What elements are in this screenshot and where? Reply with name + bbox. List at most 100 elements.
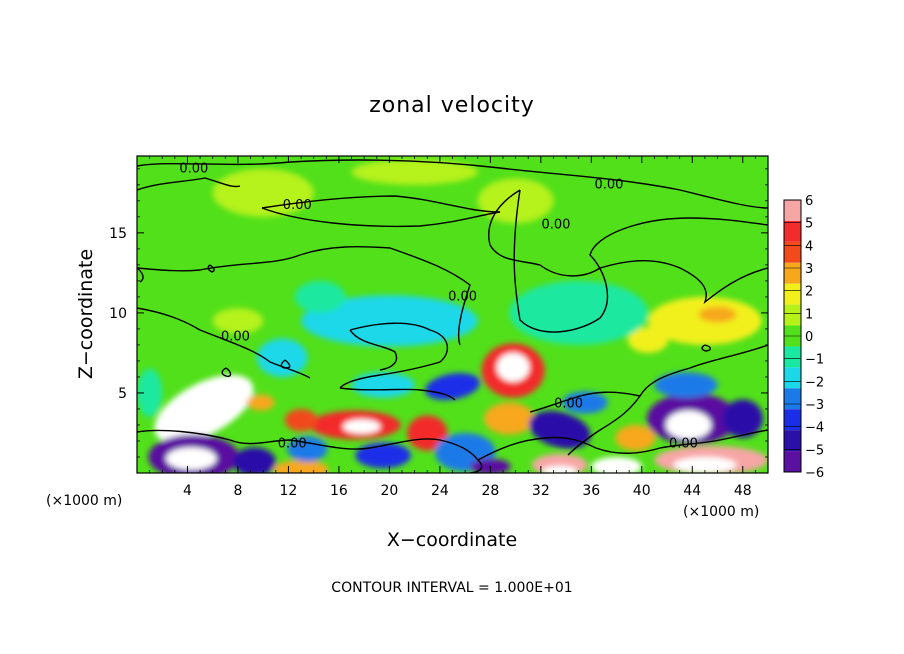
- colorbar-swatch: [784, 367, 801, 389]
- zero-contours: [137, 159, 768, 473]
- colorbar-swatch: [784, 200, 801, 221]
- heatmap-cell: [562, 391, 608, 414]
- x-tick-label: 8: [233, 483, 242, 499]
- heatmap-cell: [407, 415, 448, 451]
- contour-label: 0.00: [179, 161, 208, 176]
- heatmap-cell: [351, 372, 415, 398]
- heatmap-cell: [246, 394, 275, 411]
- x-tick-label: 28: [481, 483, 499, 499]
- contour-line: [339, 322, 449, 389]
- contour-labels: 0.00 0.00 0.00 0.00 0.00 0.00 0.00 0.00 0.00: [179, 161, 698, 451]
- heatmap-cell: [287, 436, 328, 462]
- contour-label: 0.00: [278, 437, 307, 452]
- heatmap-cell: [137, 368, 163, 417]
- contour-label: 0.00: [283, 198, 312, 213]
- y-tick-label: 10: [109, 306, 127, 322]
- heatmap-cell: [181, 393, 235, 428]
- colorbar-label: 1: [805, 307, 813, 322]
- contour-interval-note: CONTOUR INTERVAL = 1.000E+01: [331, 580, 572, 596]
- colorbar-label: −1: [805, 353, 824, 368]
- heatmap-cell: [212, 168, 314, 217]
- x-tick-label: 12: [280, 483, 298, 499]
- heatmap-cell: [294, 280, 346, 313]
- colorbar-swatch: [784, 409, 801, 431]
- x-tick-label: 48: [734, 483, 752, 499]
- x-axis-unit-left: (×1000 m): [46, 493, 122, 509]
- contour-line: [137, 267, 144, 283]
- heatmap-cell: [615, 424, 656, 451]
- heatmap-cell: [273, 460, 329, 473]
- x-axis-ticks: 4 8 12 16 20 24 28 32 36 40 44 48: [149, 156, 756, 499]
- contour-line: [701, 344, 712, 352]
- contour-label: 0.00: [669, 437, 698, 452]
- x-axis-unit-right: (×1000 m): [683, 504, 759, 520]
- heatmap-cell: [284, 408, 318, 432]
- heatmap-cell: [355, 442, 411, 469]
- colorbar-label: 0: [805, 330, 813, 345]
- heatmap-cell: [509, 280, 649, 345]
- heatmap-cell: [542, 465, 578, 473]
- heatmap-cell: [256, 338, 308, 377]
- colorbar-label: −2: [805, 375, 824, 390]
- heatmap-cell: [212, 308, 264, 334]
- contour-line: [137, 246, 471, 346]
- contour-line: [207, 264, 215, 273]
- colorbar-swatch: [784, 283, 801, 305]
- heatmap-cell: [654, 372, 718, 398]
- colorbar-label: 4: [805, 239, 813, 254]
- heatmap-cell: [665, 410, 712, 440]
- colorbar-swatch: [784, 241, 801, 263]
- contour-line: [221, 367, 232, 378]
- contour-line: [137, 177, 241, 191]
- contour-line: [137, 307, 311, 379]
- heatmap-cell: [484, 402, 535, 435]
- contour-line: [137, 159, 768, 209]
- contour-line: [137, 429, 483, 473]
- heatmap-field: 0.00 0.00 0.00 0.00 0.00 0.00 0.00 0.00 0.00: [137, 156, 768, 473]
- heatmap-cell: [528, 410, 591, 449]
- colorbar-swatch: [784, 346, 801, 368]
- heatmap-cell: [698, 306, 737, 323]
- heatmap-cell: [301, 295, 478, 347]
- contour-label: 0.00: [221, 329, 250, 344]
- contour-label: 0.00: [542, 217, 571, 232]
- colorbar-label: 6: [805, 194, 813, 209]
- colorbar-label: −6: [805, 466, 824, 481]
- colorbar-swatch: [784, 388, 801, 410]
- heatmap-cell: [232, 447, 276, 473]
- x-tick-label: 20: [380, 483, 398, 499]
- x-tick-label: 44: [683, 483, 701, 499]
- heatmap-cell: [722, 399, 763, 438]
- contour-line: [349, 329, 398, 371]
- colorbar-label: −3: [805, 398, 824, 413]
- x-tick-label: 4: [183, 483, 192, 499]
- y-axis-label: Z−coordinate: [75, 249, 97, 379]
- heatmap-cell: [591, 456, 642, 473]
- y-axis-ticks: 5 10 15: [109, 168, 768, 458]
- contour-line: [477, 429, 768, 461]
- x-axis-label: X−coordinate: [387, 529, 517, 551]
- contour-label: 0.00: [595, 177, 624, 192]
- contour-line: [567, 344, 768, 456]
- contour-line: [513, 189, 768, 333]
- contour-label: 0.00: [448, 289, 477, 304]
- y-tick-label: 5: [118, 386, 127, 402]
- y-tick-label: 15: [109, 226, 127, 242]
- heatmap-cell: [342, 419, 381, 434]
- colorbar-label: −4: [805, 421, 824, 436]
- x-tick-label: 36: [582, 483, 600, 499]
- colorbar-swatch: [784, 451, 801, 472]
- colorbar-swatch: [784, 430, 801, 452]
- x-tick-label: 16: [330, 483, 348, 499]
- heatmap-cell: [496, 352, 530, 382]
- contour-line: [280, 359, 291, 369]
- colorbar-label: −5: [805, 443, 824, 458]
- colorbar-label: 5: [805, 217, 813, 232]
- colorbar-swatch: [784, 304, 801, 326]
- heatmap-cell: [166, 447, 217, 470]
- contour-line: [261, 207, 501, 228]
- colorbar-label: 2: [805, 285, 813, 300]
- colorbar-swatch: [784, 220, 801, 242]
